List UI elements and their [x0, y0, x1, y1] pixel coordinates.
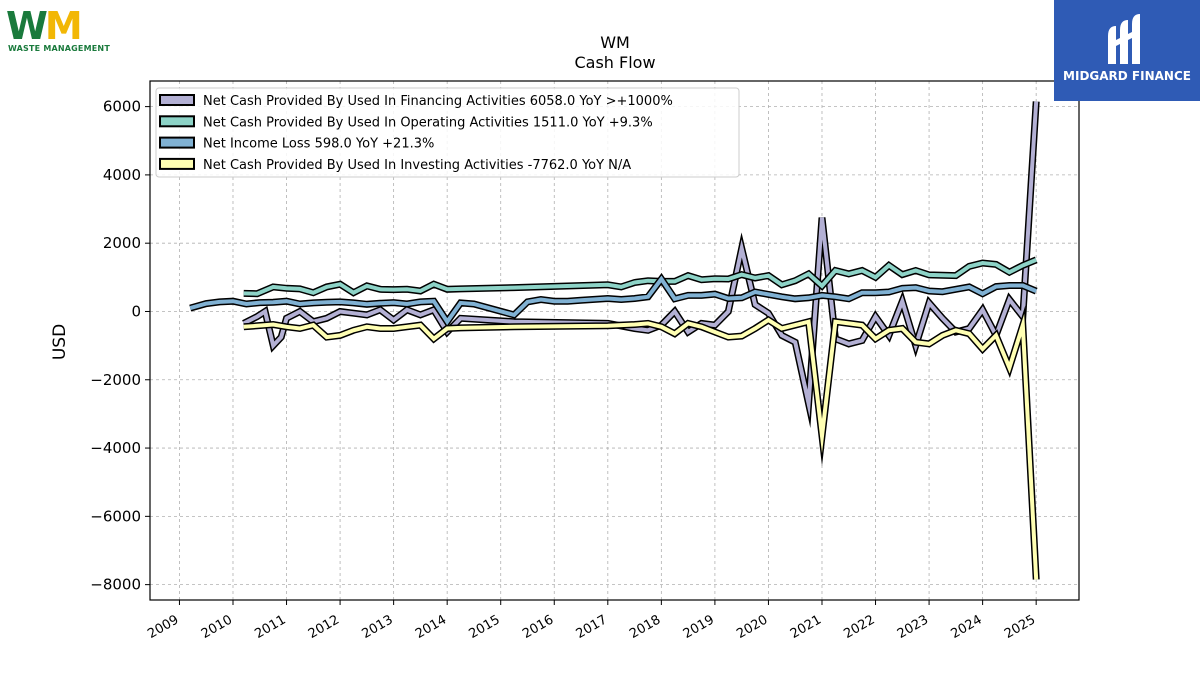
x-tick-label: 2009: [145, 612, 181, 642]
x-tick-label: 2017: [574, 612, 610, 642]
chart-subtitle: Cash Flow: [574, 53, 655, 72]
x-tick-label: 2020: [734, 612, 770, 642]
x-tick-label: 2010: [199, 612, 235, 642]
y-axis-label: USD: [50, 324, 70, 360]
legend-entry-label: Net Cash Provided By Used In Investing A…: [203, 158, 631, 173]
legend-swatch: [159, 94, 195, 106]
y-tick-label: −8000: [90, 576, 141, 594]
legend-entry-label: Net Income Loss 598.0 YoY +21.3%: [203, 137, 434, 152]
x-tick-label: 2022: [841, 612, 877, 642]
chart-title: WM: [600, 33, 630, 52]
x-tick-label: 2021: [788, 612, 824, 642]
x-tick-label: 2016: [520, 612, 556, 642]
x-tick-label: 2025: [1002, 612, 1038, 642]
series-line-3: [243, 313, 1039, 580]
midgard-mark-icon: [1108, 14, 1140, 64]
x-axis-ticks: 2009 2010 2011 2012 2013 2014 2015 2016 2017 2018…: [145, 600, 1038, 642]
legend-entry-label: Net Cash Provided By Used In Operating A…: [203, 115, 653, 130]
wm-logo-mark: WM: [6, 4, 83, 48]
x-tick-label: 2012: [306, 612, 342, 642]
y-tick-label: 6000: [103, 98, 141, 116]
y-axis-ticks: −8000 −6000 −4000 −2000 0 2000 4000 6000: [90, 98, 150, 594]
x-tick-label: 2023: [895, 612, 931, 642]
legend-swatch: [159, 136, 195, 149]
y-tick-label: −2000: [90, 371, 141, 389]
y-tick-label: 4000: [103, 166, 141, 184]
x-tick-label: 2014: [413, 612, 449, 642]
y-tick-label: −4000: [90, 439, 141, 457]
legend-swatch: [159, 157, 195, 170]
plot-area-frame: [149, 80, 1080, 601]
series-lines: [189, 101, 1040, 580]
y-tick-label: −6000: [90, 507, 141, 525]
series-outline-3: [243, 305, 1040, 580]
y-tick-label: 2000: [103, 234, 141, 252]
midgard-finance-logo: MIDGARD FINANCE: [1054, 0, 1200, 101]
x-tick-label: 2018: [627, 612, 663, 642]
x-tick-label: 2015: [467, 612, 503, 642]
legend-box: [155, 87, 740, 178]
legend: Net Cash Provided By Used In Financing A…: [155, 87, 740, 178]
x-tick-label: 2011: [252, 612, 288, 642]
legend-swatch: [159, 115, 195, 128]
x-tick-label: 2019: [681, 612, 717, 642]
series-line-2: [189, 275, 1037, 326]
wm-logo: WM WASTE MANAGEMENT: [6, 6, 138, 56]
series-line-1: [243, 258, 1037, 296]
wm-logo-subtitle: WASTE MANAGEMENT: [8, 44, 110, 53]
y-tick-label: 0: [131, 302, 141, 320]
midgard-finance-name: MIDGARD FINANCE: [1063, 69, 1191, 83]
legend-entry-label: Net Cash Provided By Used In Financing A…: [203, 94, 673, 109]
x-tick-label: 2013: [359, 612, 395, 642]
x-tick-label: 2024: [948, 612, 984, 642]
